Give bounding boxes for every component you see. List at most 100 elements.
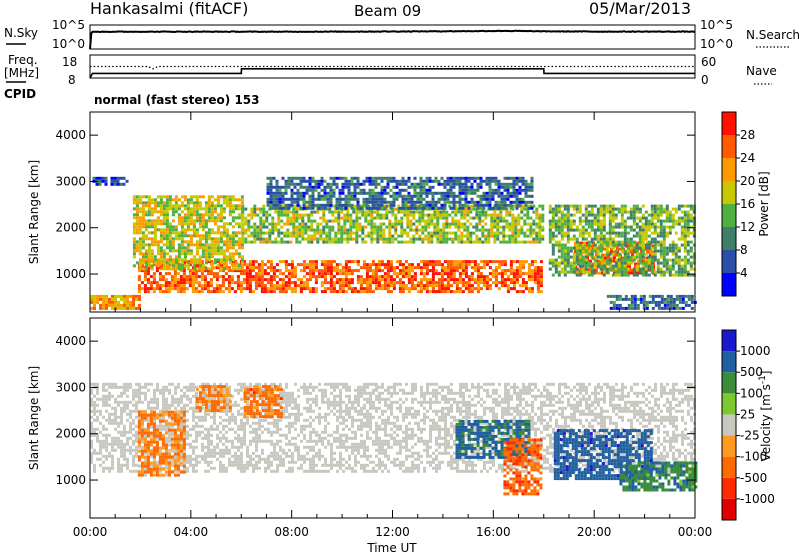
heatmap-cell: [117, 400, 120, 404]
heatmap-cell: [648, 294, 652, 298]
heatmap-cell: [259, 231, 263, 235]
heatmap-cell: [362, 182, 366, 186]
heatmap-cell: [213, 207, 217, 211]
heatmap-cell: [467, 281, 471, 285]
heatmap-cell: [391, 222, 395, 226]
heatmap-cell: [440, 266, 444, 270]
heatmap-cell: [129, 294, 132, 298]
heatmap-cell: [247, 240, 251, 244]
heatmap-cell: [650, 267, 654, 271]
heatmap-cell: [617, 234, 621, 238]
heatmap-cell: [527, 269, 531, 273]
heatmap-cell: [332, 176, 336, 180]
heatmap-cell: [114, 385, 117, 389]
heatmap-cell: [111, 436, 114, 440]
heatmap-cell: [497, 188, 501, 192]
heatmap-cell: [421, 231, 425, 235]
heatmap-cell: [338, 194, 342, 198]
heatmap-cell: [117, 430, 120, 434]
heatmap-cell: [452, 197, 456, 201]
heatmap-cell: [341, 272, 345, 276]
heatmap-cell: [419, 281, 423, 285]
heatmap-cell: [683, 270, 687, 274]
heatmap-cell: [195, 240, 199, 244]
heatmap-cell: [358, 228, 362, 232]
heatmap-cell: [329, 278, 333, 282]
heatmap-cell: [637, 262, 640, 266]
heatmap-cell: [150, 201, 154, 205]
heatmap-cell: [186, 213, 190, 217]
heatmap-cell: [389, 281, 393, 285]
heatmap-cell: [394, 237, 398, 241]
heatmap-cell: [452, 263, 456, 267]
heatmap-cell: [272, 266, 276, 270]
heatmap-cell: [584, 252, 588, 256]
heatmap-cell: [317, 182, 321, 186]
heatmap-cell: [278, 290, 282, 294]
heatmap-cell: [135, 228, 139, 232]
heatmap-cell: [286, 210, 290, 214]
heatmap-cell: [281, 278, 285, 282]
heatmap-cell: [177, 219, 181, 223]
heatmap-cell: [222, 267, 226, 271]
heatmap-cell: [326, 272, 330, 276]
heatmap-cell: [496, 225, 500, 229]
heatmap-cell: [379, 234, 383, 238]
heatmap-cell: [425, 260, 429, 264]
heatmap-cell: [248, 269, 252, 273]
heatmap-cell: [475, 213, 479, 217]
heatmap-cell: [138, 294, 141, 298]
heatmap-cell: [203, 281, 207, 285]
heatmap-cell: [433, 231, 437, 235]
heatmap-cell: [284, 266, 288, 270]
heatmap-cell: [216, 225, 220, 229]
heatmap-cell: [539, 275, 543, 279]
heatmap-cell: [389, 203, 393, 207]
heatmap-cell: [631, 250, 634, 254]
heatmap-cell: [442, 237, 446, 241]
heatmap-cell: [529, 222, 533, 226]
heatmap-cell: [584, 210, 588, 214]
heatmap-cell: [308, 263, 312, 267]
heatmap-cell: [179, 281, 183, 285]
heatmap-cell: [102, 427, 105, 431]
heatmap-cell: [171, 261, 175, 265]
heatmap-cell: [320, 275, 324, 279]
heatmap-cell: [259, 225, 263, 229]
heatmap-cell: [620, 225, 624, 229]
heatmap-cell: [487, 231, 491, 235]
heatmap-cell: [593, 204, 597, 208]
heatmap-cell: [159, 240, 163, 244]
heatmap-cell: [141, 237, 145, 241]
heatmap-cell: [147, 249, 151, 253]
heatmap-cell: [668, 219, 672, 223]
heatmap-cell: [284, 191, 288, 195]
heatmap-cell: [368, 182, 372, 186]
heatmap-cell: [575, 267, 579, 271]
heatmap-cell: [191, 284, 195, 288]
heatmap-cell: [587, 240, 591, 244]
heatmap-cell: [301, 225, 305, 229]
heatmap-cell: [90, 430, 93, 434]
heatmap-cell: [675, 294, 679, 298]
heatmap-cell: [452, 182, 456, 186]
heatmap-cell: [295, 231, 299, 235]
heatmap-cell: [632, 207, 636, 211]
heatmap-cell: [689, 264, 693, 268]
heatmap-cell: [385, 216, 389, 220]
heatmap-cell: [467, 200, 471, 204]
heatmap-cell: [117, 463, 120, 467]
heatmap-cell: [231, 237, 235, 241]
heatmap-cell: [269, 206, 273, 210]
heatmap-cell: [311, 200, 315, 204]
heatmap-cell: [111, 421, 114, 425]
heatmap-cell: [90, 439, 93, 443]
heatmap-cell: [156, 261, 160, 265]
heatmap-cell: [472, 207, 476, 211]
heatmap-cell: [386, 260, 390, 264]
heatmap-cell: [458, 278, 462, 282]
heatmap-cell: [177, 213, 181, 217]
heatmap-cell: [518, 284, 522, 288]
heatmap-cell: [394, 222, 398, 226]
heatmap-cell: [491, 206, 495, 210]
